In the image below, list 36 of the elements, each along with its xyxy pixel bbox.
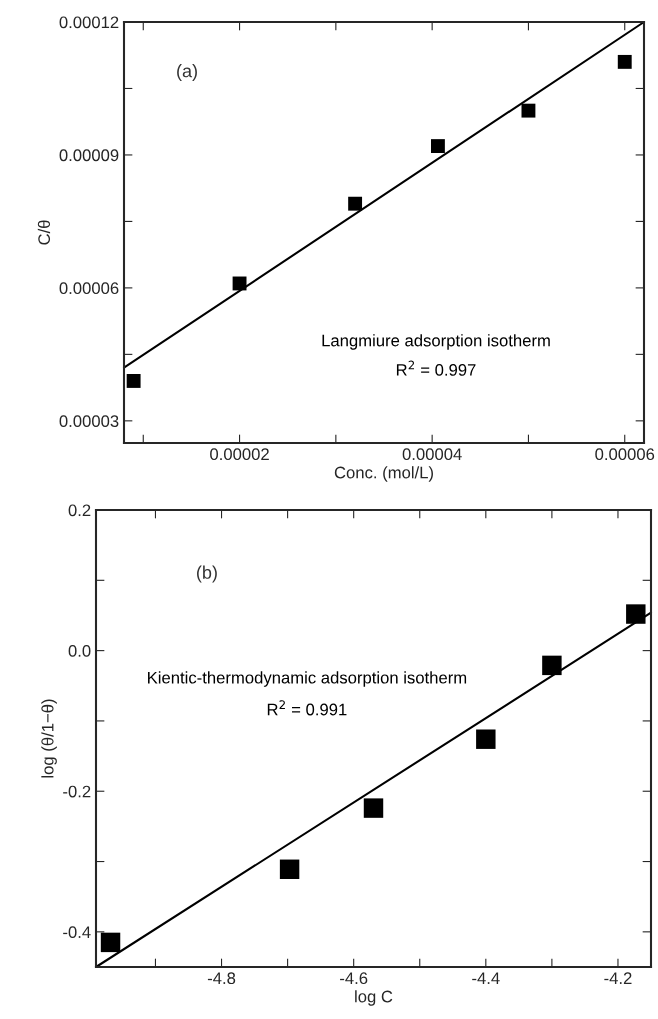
point — [363, 798, 384, 818]
x-tick-label: 0.00002 — [210, 448, 269, 461]
annotation: Kientic-thermodynamic adsorption isotherm — [148, 671, 467, 687]
x-tick-label: -4.8 — [207, 972, 236, 985]
y-tick-label: 0.00009 — [59, 149, 119, 162]
x-tick-label: -4.6 — [340, 972, 368, 985]
point — [476, 729, 496, 749]
x-tick-label: -4.4 — [472, 972, 500, 984]
y-tick-label: 0.0 — [68, 645, 91, 657]
annotation: Langmiure adsorption isotherm — [322, 334, 550, 350]
x-axis-title: Conc. (mol/L) — [334, 466, 433, 482]
point — [542, 655, 562, 676]
annotation: (b) — [197, 565, 217, 583]
x-axis-title: log C — [355, 990, 393, 1006]
x-tick-label: -4.2 — [604, 972, 632, 984]
annotation: (a) — [177, 64, 197, 81]
annotation: R$^{2}$ = 0.991 — [267, 700, 347, 716]
point — [348, 196, 363, 211]
y-tick-label: 0.00003 — [59, 415, 119, 428]
y-tick-label: 0.2 — [68, 504, 91, 517]
annotation: R$^{2}$ = 0.997 — [396, 360, 476, 376]
y-axis-title: log (θ/1−θ) — [41, 699, 57, 778]
point — [126, 374, 141, 388]
point — [626, 604, 646, 624]
y-axis-title: C/θ — [37, 220, 51, 245]
x-tick-label: 0.00006 — [595, 448, 655, 461]
y-tick-label: 0.00006 — [59, 282, 119, 295]
y-tick-label: 0.00012 — [59, 16, 119, 29]
y-tick-label: -0.2 — [63, 785, 91, 798]
point — [100, 932, 121, 953]
point — [617, 54, 632, 69]
x-tick-label: 0.00004 — [402, 448, 462, 461]
point — [521, 103, 536, 118]
point — [430, 139, 445, 154]
point — [279, 859, 300, 879]
y-tick-label: -0.4 — [63, 926, 91, 939]
